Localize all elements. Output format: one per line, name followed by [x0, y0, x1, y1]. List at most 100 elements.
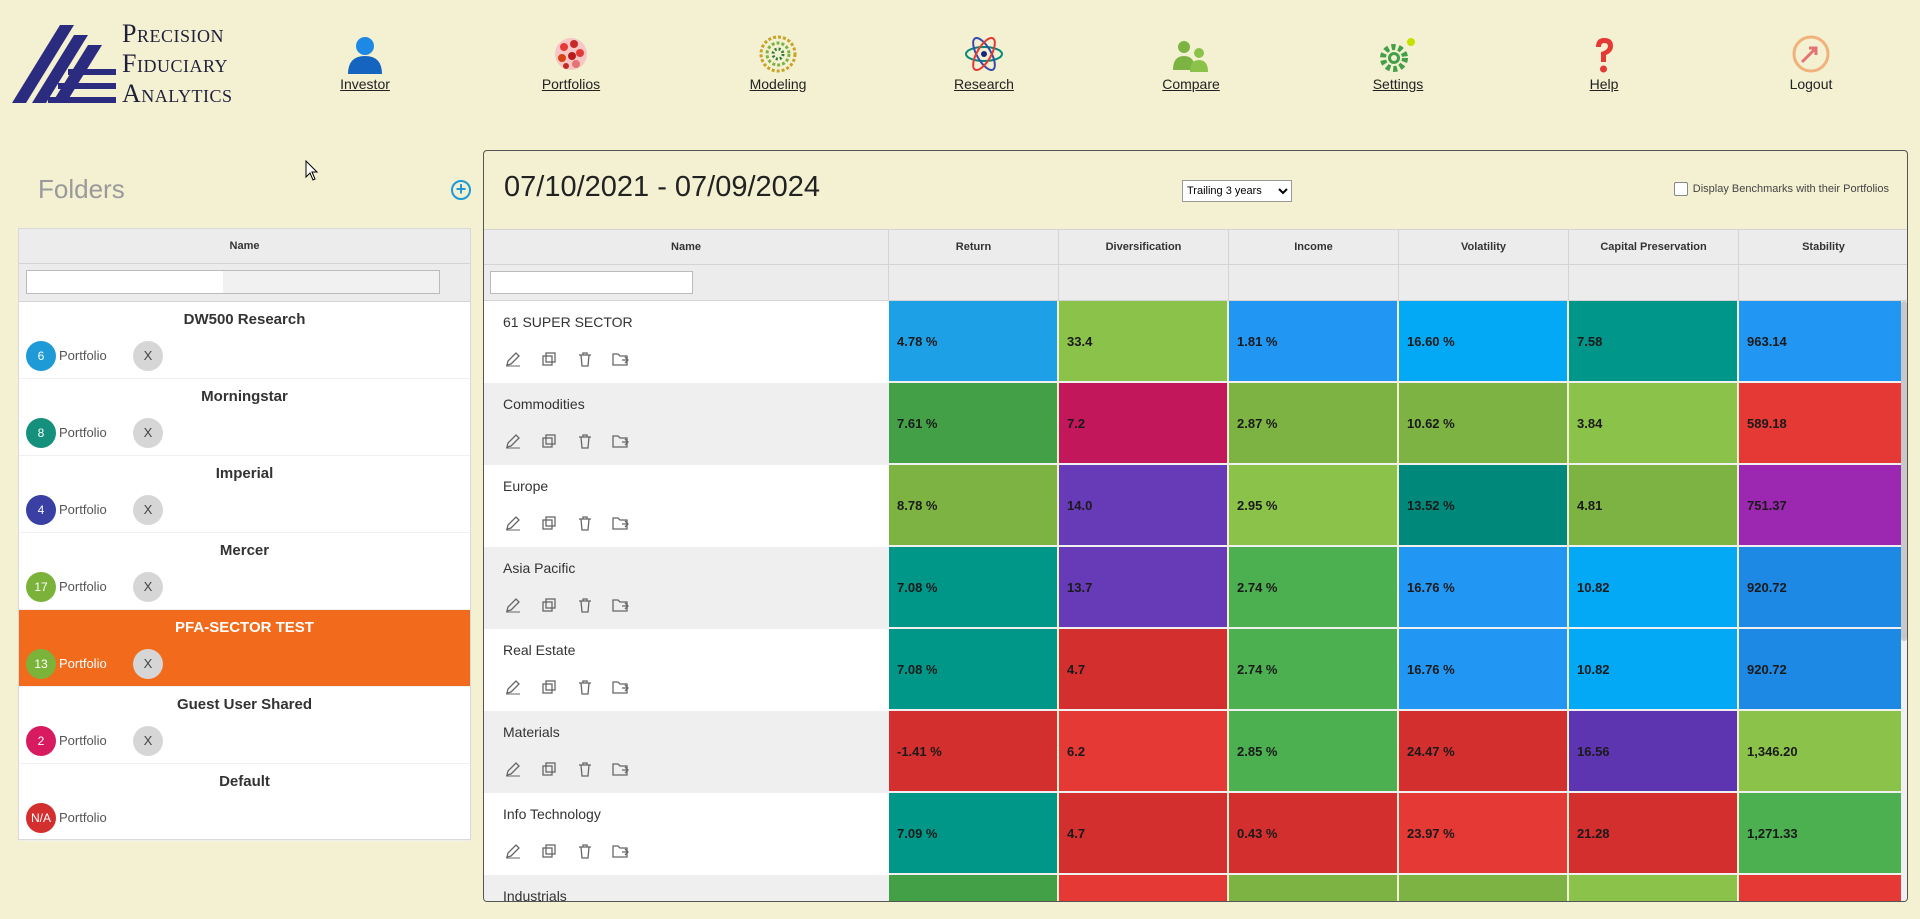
col-return[interactable]: Return: [889, 230, 1059, 264]
brand-logo[interactable]: Precision Fiduciary Analytics: [12, 19, 232, 108]
trash-icon[interactable]: [573, 759, 597, 779]
folders-column-header[interactable]: Name: [19, 229, 470, 264]
portfolio-count-badge: 8: [26, 418, 56, 448]
col-stability[interactable]: Stability: [1739, 230, 1907, 264]
portfolio-name-cell: Commodities: [484, 383, 889, 465]
copy-icon[interactable]: [537, 349, 561, 369]
diversification-cell: [1059, 875, 1227, 901]
stability-cell: 920.72: [1739, 547, 1907, 629]
portfolio-name-cell: Europe: [484, 465, 889, 547]
trash-icon[interactable]: [573, 595, 597, 615]
nav-help[interactable]: Help: [1549, 34, 1659, 92]
table-row[interactable]: Europe 8.78 % 14.0 2.95 % 13.52 % 4.81 751.37: [484, 465, 1907, 547]
trash-icon[interactable]: [573, 513, 597, 533]
edit-icon[interactable]: [501, 841, 525, 861]
edit-icon[interactable]: [501, 349, 525, 369]
folder-row[interactable]: Guest User Shared 2 Portfolio X: [19, 687, 470, 764]
nav-logout[interactable]: Logout: [1756, 34, 1866, 92]
copy-icon[interactable]: [537, 841, 561, 861]
plus-circle-icon[interactable]: +: [451, 180, 471, 200]
capital-preservation-cell: 16.56: [1569, 711, 1737, 793]
move-folder-icon[interactable]: [609, 595, 633, 615]
portfolio-name[interactable]: 61 SUPER SECTOR: [503, 314, 633, 330]
copy-icon[interactable]: [537, 513, 561, 533]
nav-compare[interactable]: Compare: [1136, 34, 1246, 92]
col-diversification[interactable]: Diversification: [1059, 230, 1229, 264]
income-cell: 1.81 %: [1229, 301, 1397, 383]
portfolio-name[interactable]: Commodities: [503, 396, 585, 412]
settings-icon: [1380, 38, 1415, 72]
edit-icon[interactable]: [501, 595, 525, 615]
move-folder-icon[interactable]: [609, 677, 633, 697]
capital-preservation-cell: 4.81: [1569, 465, 1737, 547]
diversification-cell: 33.4: [1059, 301, 1227, 383]
table-row[interactable]: Asia Pacific 7.08 % 13.7 2.74 % 16.76 % 10.82…: [484, 547, 1907, 629]
trash-icon[interactable]: [573, 349, 597, 369]
remove-folder-button[interactable]: X: [133, 649, 163, 679]
trash-icon[interactable]: [573, 841, 597, 861]
grid-filter-row: [484, 265, 1907, 301]
grid-scrollbar[interactable]: [1901, 301, 1907, 901]
table-row[interactable]: Real Estate 7.08 % 4.7 2.74 % 16.76 % 10.82 92…: [484, 629, 1907, 711]
portfolio-name[interactable]: Asia Pacific: [503, 560, 576, 576]
move-folder-icon[interactable]: [609, 431, 633, 451]
table-row[interactable]: 61 SUPER SECTOR 4.78 % 33.4 1.81 % 16.60 % 7.…: [484, 301, 1907, 383]
remove-folder-button[interactable]: X: [133, 572, 163, 602]
portfolio-name[interactable]: Materials: [503, 724, 560, 740]
move-folder-icon[interactable]: [609, 841, 633, 861]
portfolio-name[interactable]: Industrials: [503, 888, 567, 902]
nav-research[interactable]: Research: [929, 34, 1039, 92]
copy-icon[interactable]: [537, 431, 561, 451]
remove-folder-button[interactable]: X: [133, 418, 163, 448]
nav-portfolios[interactable]: Portfolios: [516, 34, 626, 92]
copy-icon[interactable]: [537, 595, 561, 615]
nav-investor[interactable]: Investor: [310, 34, 420, 92]
remove-folder-button[interactable]: X: [133, 341, 163, 371]
edit-icon[interactable]: [501, 759, 525, 779]
edit-icon[interactable]: [501, 431, 525, 451]
trash-icon[interactable]: [573, 431, 597, 451]
portfolio-count-badge: 13: [26, 649, 56, 679]
folders-filter-input[interactable]: [26, 270, 440, 294]
move-folder-icon[interactable]: [609, 513, 633, 533]
table-row[interactable]: Materials -1.41 % 6.2 2.85 % 24.47 % 16.56 1,3…: [484, 711, 1907, 793]
col-capital-preservation[interactable]: Capital Preservation: [1569, 230, 1739, 264]
nav-modeling[interactable]: Modeling: [723, 34, 833, 92]
portfolio-name[interactable]: Real Estate: [503, 642, 576, 658]
folder-row[interactable]: Mercer 17 Portfolio X: [19, 533, 470, 610]
nav-settings[interactable]: Settings: [1343, 34, 1453, 92]
folder-row[interactable]: DW500 Research 6 Portfolio X: [19, 302, 470, 379]
move-folder-icon[interactable]: [609, 759, 633, 779]
table-row[interactable]: Industrials: [484, 875, 1907, 902]
edit-icon[interactable]: [501, 513, 525, 533]
table-row[interactable]: Info Technology 7.09 % 4.7 0.43 % 23.97 % 21.…: [484, 793, 1907, 875]
return-cell: 7.09 %: [889, 793, 1057, 875]
remove-folder-button[interactable]: X: [133, 726, 163, 756]
portfolio-name[interactable]: Europe: [503, 478, 549, 494]
table-row[interactable]: Commodities 7.61 % 7.2 2.87 % 10.62 % 3.84 589…: [484, 383, 1907, 465]
move-folder-icon[interactable]: [609, 349, 633, 369]
trash-icon[interactable]: [573, 677, 597, 697]
period-select[interactable]: Trailing 3 years: [1182, 180, 1292, 202]
copy-icon[interactable]: [537, 759, 561, 779]
edit-icon[interactable]: [501, 677, 525, 697]
logout-icon: [1792, 35, 1830, 73]
col-name[interactable]: Name: [484, 230, 889, 264]
benchmark-checkbox[interactable]: [1673, 182, 1688, 196]
scrollbar-thumb[interactable]: [1901, 301, 1907, 641]
col-income[interactable]: Income: [1229, 230, 1399, 264]
folder-row[interactable]: PFA-SECTOR TEST 13 Portfolio X: [19, 610, 470, 687]
benchmark-toggle[interactable]: Display Benchmarks with their Portfolios: [1673, 182, 1889, 196]
name-filter-input[interactable]: [490, 271, 693, 294]
row-actions: [501, 677, 633, 697]
copy-icon[interactable]: [537, 677, 561, 697]
stability-cell: 1,271.33: [1739, 793, 1907, 875]
folder-row[interactable]: Imperial 4 Portfolio X: [19, 456, 470, 533]
portfolio-count-badge: N/A: [26, 803, 56, 833]
remove-folder-button[interactable]: X: [133, 495, 163, 525]
portfolio-name[interactable]: Info Technology: [503, 806, 601, 822]
folder-row[interactable]: Default N/A Portfolio: [19, 764, 470, 841]
col-volatility[interactable]: Volatility: [1399, 230, 1569, 264]
portfolio-name-cell: Materials: [484, 711, 889, 793]
folder-row[interactable]: Morningstar 8 Portfolio X: [19, 379, 470, 456]
